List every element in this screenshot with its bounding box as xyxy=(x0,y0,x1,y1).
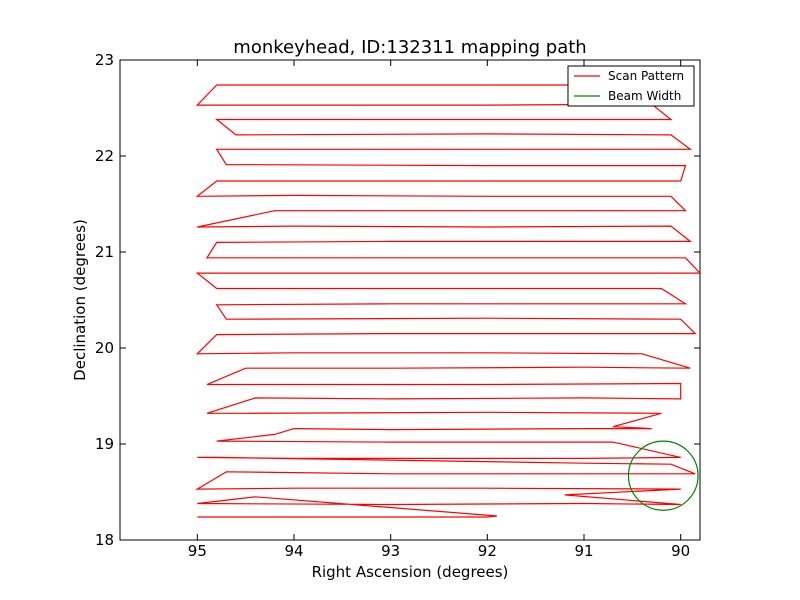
x-tick-labels: 95 94 93 92 91 90 xyxy=(188,542,690,560)
x-axis-label: Right Ascension (degrees) xyxy=(312,563,509,581)
plot-frame xyxy=(119,59,701,541)
x-tick-label: 95 xyxy=(188,542,207,560)
y-axis: 18 19 20 21 22 23 Declination (degrees) xyxy=(71,51,700,549)
chart-title: monkeyhead, ID:132311 mapping path xyxy=(233,37,586,58)
y-axis-label: Declination (degrees) xyxy=(71,219,89,381)
y-tick-label: 21 xyxy=(95,243,114,261)
scan-pattern-series xyxy=(195,84,702,518)
x-tick-label: 93 xyxy=(381,542,400,560)
y-tick-marks xyxy=(120,59,700,541)
x-tick-label: 92 xyxy=(478,542,497,560)
legend-beam-width-label: Beam Width xyxy=(608,89,681,103)
y-tick-label: 19 xyxy=(95,435,114,453)
x-tick-marks xyxy=(196,60,682,540)
y-tick-label: 18 xyxy=(95,531,114,549)
y-tick-label: 22 xyxy=(95,147,114,165)
y-tick-label: 23 xyxy=(95,51,114,69)
scan-pattern-line xyxy=(195,84,702,518)
x-tick-label: 90 xyxy=(671,542,690,560)
beam-width-circle xyxy=(627,440,699,511)
legend: Scan Pattern Beam Width xyxy=(567,65,695,107)
x-tick-label: 91 xyxy=(574,542,593,560)
x-tick-label: 94 xyxy=(284,542,303,560)
legend-scan-pattern-label: Scan Pattern xyxy=(608,69,684,83)
beam-width-series xyxy=(627,440,699,511)
legend-box xyxy=(567,65,695,107)
y-tick-label: 20 xyxy=(95,339,114,357)
plot-area xyxy=(119,59,702,541)
y-tick-labels: 18 19 20 21 22 23 xyxy=(95,51,114,549)
x-axis: 95 94 93 92 91 90 Right Ascension (degrees) xyxy=(188,60,690,581)
